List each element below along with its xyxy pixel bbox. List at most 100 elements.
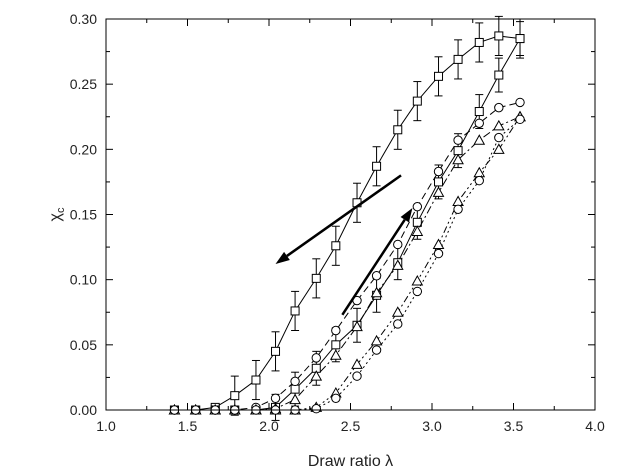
data-point-circle bbox=[371, 271, 382, 281]
data-point-square bbox=[311, 273, 321, 283]
plot-marks bbox=[168, 15, 526, 421]
series-line bbox=[174, 38, 521, 411]
data-point-circle bbox=[331, 393, 341, 403]
data-point-triangle bbox=[411, 225, 424, 236]
data-point-triangle bbox=[370, 286, 383, 298]
data-point-circle bbox=[474, 175, 484, 186]
data-point-square bbox=[434, 71, 444, 81]
series-3 bbox=[168, 110, 526, 415]
y-tick-label: 0.15 bbox=[70, 207, 97, 223]
data-point-circle bbox=[453, 135, 463, 145]
data-point-square bbox=[453, 54, 463, 64]
x-tick-label: 2.5 bbox=[341, 418, 361, 434]
series-2 bbox=[169, 97, 525, 415]
data-point-square bbox=[230, 391, 240, 401]
series-5 bbox=[169, 114, 525, 415]
data-point-circle bbox=[433, 166, 444, 177]
y-tick-label: 0.20 bbox=[70, 141, 97, 157]
x-tick-label: 1.5 bbox=[178, 418, 198, 434]
axis-tick-labels: 1.0 1.5 2.0 2.5 3.0 3.5 4.0 0.00 0.05 0.10 0.15 0.2… bbox=[70, 11, 605, 434]
data-point-triangle bbox=[391, 259, 404, 270]
y-tick-label: 0.30 bbox=[70, 11, 97, 27]
data-point-square bbox=[271, 346, 281, 356]
data-point-triangle bbox=[351, 320, 363, 332]
x-tick-label: 3.5 bbox=[504, 418, 524, 434]
data-point-circle bbox=[393, 239, 403, 250]
data-point-square bbox=[494, 31, 504, 41]
series-0 bbox=[169, 15, 525, 416]
arrow-head bbox=[400, 207, 413, 223]
data-point-circle bbox=[433, 248, 444, 259]
data-point-square bbox=[515, 34, 525, 44]
data-point-circle bbox=[270, 393, 281, 403]
data-point-circle bbox=[474, 118, 484, 128]
data-point-square bbox=[290, 306, 300, 316]
data-point-circle bbox=[331, 325, 341, 336]
data-point-triangle bbox=[432, 186, 445, 197]
data-point-square bbox=[412, 217, 422, 227]
data-point-square bbox=[251, 375, 261, 385]
data-point-circle bbox=[352, 371, 362, 381]
data-point-circle bbox=[311, 403, 321, 414]
data-point-triangle bbox=[452, 153, 464, 165]
data-point-circle bbox=[494, 102, 504, 113]
series-line bbox=[174, 116, 521, 411]
data-point-circle bbox=[311, 353, 321, 363]
arrow-shaft bbox=[286, 174, 402, 257]
series-line bbox=[174, 116, 521, 411]
data-point-square bbox=[331, 241, 341, 251]
data-point-circle bbox=[453, 204, 463, 214]
series-1 bbox=[169, 21, 525, 421]
data-point-circle bbox=[515, 97, 525, 108]
data-point-triangle bbox=[473, 134, 486, 145]
data-point-circle bbox=[412, 286, 423, 297]
data-point-triangle bbox=[370, 334, 383, 346]
data-point-triangle bbox=[391, 306, 404, 317]
y-tick-label: 0.25 bbox=[70, 76, 97, 92]
data-point-triangle bbox=[492, 143, 505, 154]
data-point-triangle bbox=[432, 238, 445, 249]
y-axis-label-main: χ bbox=[47, 212, 64, 221]
data-point-triangle bbox=[411, 274, 424, 286]
x-tick-label: 3.0 bbox=[422, 418, 442, 434]
data-point-triangle bbox=[492, 119, 505, 131]
data-point-square bbox=[474, 37, 484, 47]
data-point-circle bbox=[371, 345, 382, 355]
axis-ticks bbox=[105, 18, 596, 411]
data-point-triangle bbox=[329, 349, 342, 360]
y-axis-label: χc bbox=[47, 207, 67, 221]
data-point-triangle bbox=[351, 358, 363, 369]
x-axis-label: Draw ratio λ bbox=[308, 453, 393, 470]
series-line bbox=[174, 118, 521, 411]
data-point-square bbox=[474, 107, 484, 117]
data-point-circle bbox=[393, 319, 403, 329]
arrow-shaft bbox=[341, 219, 406, 316]
data-point-circle bbox=[494, 132, 504, 143]
data-point-square bbox=[331, 340, 341, 350]
data-point-square bbox=[412, 96, 422, 106]
x-tick-label: 1.0 bbox=[96, 418, 116, 434]
arrow-head bbox=[275, 251, 290, 265]
x-tick-label: 2.0 bbox=[259, 418, 279, 434]
series-line bbox=[174, 101, 521, 411]
data-point-circle bbox=[515, 114, 525, 125]
series-line bbox=[174, 35, 521, 411]
data-point-circle bbox=[412, 201, 423, 212]
y-tick-label: 0.05 bbox=[70, 337, 97, 353]
data-point-triangle bbox=[289, 393, 301, 405]
data-point-square bbox=[290, 384, 300, 394]
x-tick-label: 4.0 bbox=[585, 418, 605, 434]
plot-frame bbox=[105, 18, 596, 411]
data-point-circle bbox=[290, 376, 300, 387]
data-point-square bbox=[434, 177, 444, 187]
data-point-square bbox=[372, 161, 382, 171]
data-point-square bbox=[494, 70, 504, 80]
series-4 bbox=[168, 110, 526, 415]
data-point-square bbox=[393, 125, 403, 135]
y-axis-label-subscript: c bbox=[55, 207, 67, 213]
data-point-triangle bbox=[310, 370, 323, 381]
y-tick-label: 0.10 bbox=[70, 272, 97, 288]
data-point-square bbox=[453, 146, 463, 156]
y-tick-label: 0.00 bbox=[70, 402, 97, 418]
